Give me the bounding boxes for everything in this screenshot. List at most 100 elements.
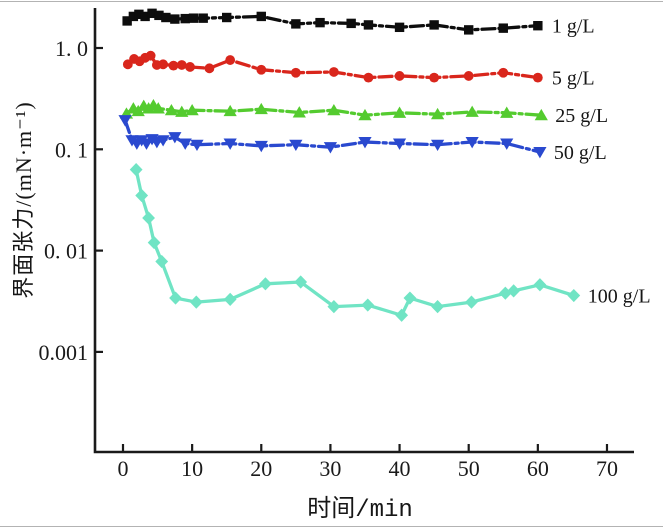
marker-square [498, 23, 508, 33]
marker-diamond [294, 275, 308, 289]
marker-triangle-up [392, 106, 407, 118]
marker-diamond [361, 298, 375, 312]
y-axis: 1. 0 0. 1 0. 01 0.001 [39, 36, 103, 365]
y-tick-label: 0. 01 [44, 239, 88, 264]
marker-square [429, 20, 439, 30]
marker-circle [429, 72, 440, 83]
marker-circle [394, 71, 405, 81]
marker-triangle-up [358, 108, 372, 121]
x-axis: 0 10 20 30 40 50 60 70 [118, 444, 618, 481]
marker-triangle-down [168, 132, 182, 144]
series-label-5-g-l: 5 g/L [552, 68, 595, 90]
marker-triangle-down [392, 138, 407, 150]
marker-triangle-down [533, 147, 547, 159]
marker-triangle-up [223, 104, 237, 117]
series-1-g-l: 1 g/L [122, 8, 595, 38]
x-tick-label: 20 [250, 456, 272, 481]
marker-diamond [135, 188, 149, 203]
scan-edge-bottom [0, 526, 663, 527]
marker-square [161, 12, 171, 23]
x-axis-title: 时间/min [307, 497, 413, 524]
marker-triangle-down [118, 115, 132, 127]
marker-triangle-up [430, 107, 445, 120]
marker-circle [185, 62, 195, 72]
marker-square [346, 18, 356, 29]
x-tick-label: 40 [389, 456, 411, 481]
marker-triangle-up [151, 102, 165, 114]
marker-square [533, 21, 543, 31]
y-tick-label: 0.001 [39, 340, 89, 365]
x-tick-label: 50 [458, 456, 480, 481]
marker-circle [225, 55, 236, 65]
series-label-1-g-l: 1 g/L [552, 16, 595, 38]
marker-circle [498, 67, 509, 78]
marker-circle [145, 50, 156, 61]
marker-triangle-down [190, 139, 204, 152]
marker-diamond [465, 295, 478, 309]
marker-diamond [189, 295, 203, 309]
marker-triangle-up [175, 105, 189, 117]
y-tick-label: 0. 1 [55, 137, 88, 162]
marker-diamond [142, 211, 155, 225]
marker-square [128, 11, 139, 22]
series-label-100-g-l: 100 g/L [588, 286, 651, 308]
marker-square [147, 8, 157, 19]
marker-square [180, 13, 190, 24]
x-tick-label: 10 [181, 456, 203, 481]
marker-circle [328, 67, 339, 77]
marker-triangle-up [500, 106, 514, 118]
marker-square [256, 11, 266, 22]
marker-triangle-up [185, 103, 199, 116]
marker-triangle-up [465, 105, 479, 117]
marker-diamond [223, 292, 237, 306]
marker-square [394, 22, 405, 33]
marker-circle [204, 63, 215, 74]
marker-square [291, 19, 301, 29]
series-label-50-g-l: 50 g/L [554, 142, 607, 164]
marker-diamond [169, 291, 182, 305]
marker-diamond [403, 291, 417, 305]
series-100-g-l: 100 g/L [129, 163, 651, 322]
series-50-g-l: 50 g/L [118, 115, 607, 164]
marker-triangle-down [358, 137, 372, 149]
marker-square [188, 13, 199, 23]
marker-triangle-up [292, 106, 306, 118]
marker-triangle-down [323, 142, 338, 154]
marker-diamond [155, 254, 169, 269]
x-tick-label: 60 [527, 456, 549, 481]
marker-triangle-up [254, 102, 268, 115]
x-tick-label: 70 [596, 456, 618, 481]
marker-diamond [533, 278, 547, 292]
marker-diamond [431, 300, 444, 314]
marker-diamond [129, 163, 143, 177]
marker-triangle-up [534, 108, 548, 121]
y-axis-title: 界面张力/(mN·m⁻¹) [11, 101, 36, 299]
marker-circle [463, 71, 474, 81]
marker-diamond [395, 308, 409, 322]
y-tick-label: 1. 0 [55, 36, 88, 61]
marker-square [154, 10, 164, 21]
marker-circle [256, 64, 267, 75]
marker-circle [532, 72, 543, 83]
marker-triangle-down [223, 138, 237, 150]
marker-diamond [567, 288, 581, 303]
marker-circle [168, 60, 179, 71]
marker-triangle-up [164, 103, 178, 116]
marker-square [122, 16, 132, 26]
marker-square [170, 14, 180, 24]
marker-square [222, 12, 232, 23]
marker-circle [290, 67, 301, 78]
scan-edge-top [0, 1, 663, 2]
x-tick-label: 30 [319, 456, 341, 481]
marker-triangle-down [465, 137, 479, 149]
series-5-g-l: 5 g/L [122, 50, 595, 90]
marker-square [140, 11, 150, 22]
marker-triangle-up [327, 103, 341, 116]
marker-diamond [147, 235, 161, 250]
marker-square [315, 17, 325, 28]
marker-triangle-down [430, 139, 445, 152]
axes [93, 8, 634, 454]
marker-square [198, 13, 208, 23]
